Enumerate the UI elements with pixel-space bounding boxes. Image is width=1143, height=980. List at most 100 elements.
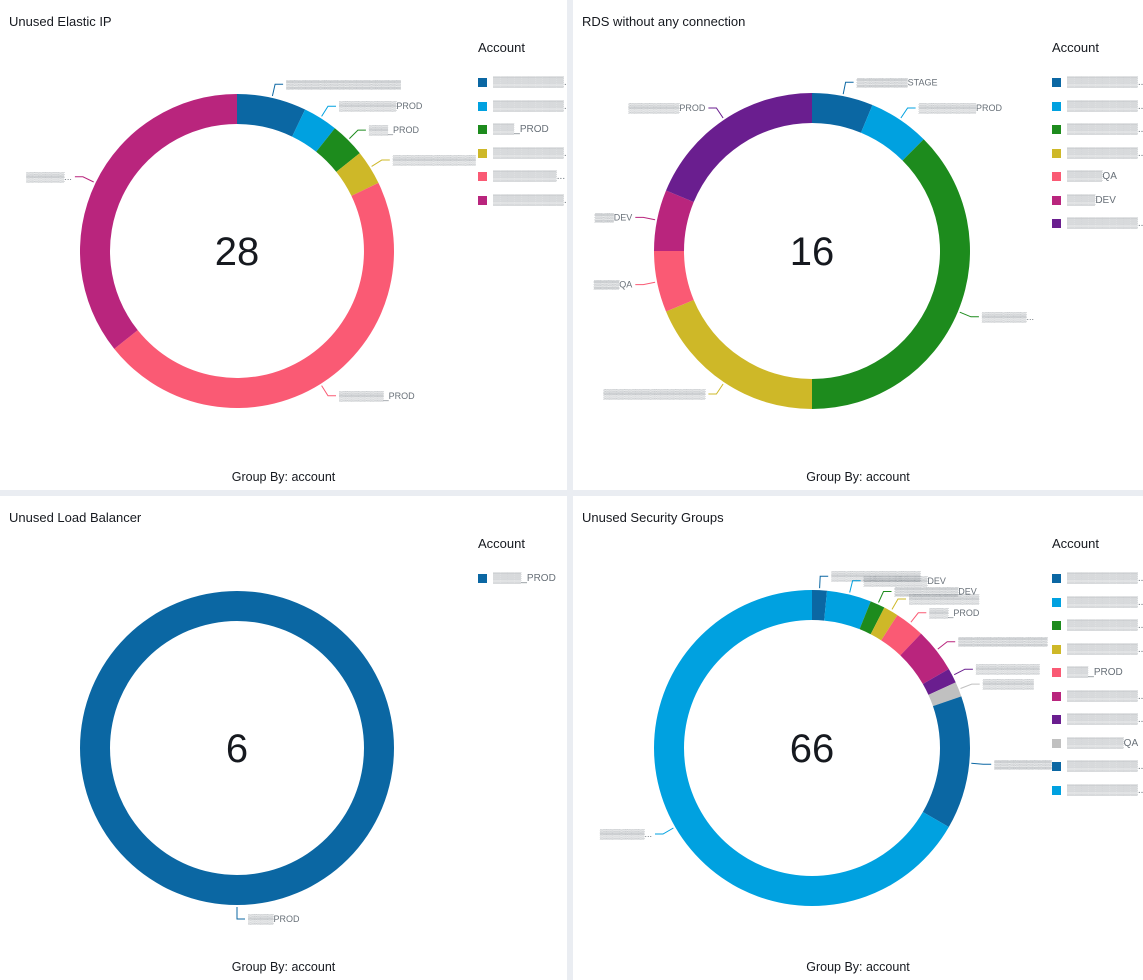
- group-by-label: Group By: account: [231, 470, 336, 484]
- slice-leader-line-9: [655, 827, 674, 835]
- legend-item-2[interactable]: ▒▒▒▒▒▒▒▒▒▒...: [1052, 118, 1143, 142]
- legend-swatch: [1052, 738, 1061, 748]
- donut-slice-0[interactable]: [812, 93, 873, 133]
- donut-slice-1[interactable]: [292, 109, 335, 152]
- legend-swatch: [1052, 574, 1061, 584]
- donut-center-total: 66: [790, 727, 835, 771]
- slice-leader-line-4: [910, 612, 927, 623]
- legend-item-1[interactable]: ▒▒▒▒▒▒▒▒▒▒...: [1052, 95, 1143, 119]
- donut-slice-1[interactable]: [824, 590, 871, 630]
- legend-item-0[interactable]: ▒▒▒▒▒▒▒▒▒▒...: [1052, 71, 1143, 95]
- legend-label: ▒▒▒▒▒▒▒▒▒▒...: [493, 77, 567, 89]
- legend-swatch: [1052, 785, 1061, 795]
- slice-label-6: ▒▒▒▒▒▒▒▒▒▒: [976, 664, 1040, 675]
- legend-items: ▒▒▒▒▒▒▒▒▒▒... ▒▒▒▒▒▒▒▒▒▒... ▒▒▒▒▒▒▒▒▒▒... ▒…: [1052, 71, 1143, 236]
- legend-swatch: [1052, 597, 1061, 607]
- legend-item-2[interactable]: ▒▒▒_PROD: [478, 118, 567, 142]
- legend-label: ▒▒▒▒▒▒▒▒▒▒...: [1067, 784, 1143, 796]
- legend-item-4[interactable]: ▒▒▒_PROD: [1052, 661, 1143, 685]
- legend-item-3[interactable]: ▒▒▒▒▒▒▒▒▒▒...: [1052, 638, 1143, 662]
- legend-item-5[interactable]: ▒▒▒▒▒▒▒▒▒▒...: [1052, 685, 1143, 709]
- slice-leader-line-2: [878, 591, 892, 603]
- slice-label-8: ▒▒▒▒▒▒▒▒▒: [994, 759, 1052, 770]
- slice-label-0: ▒▒▒▒▒▒▒▒▒▒▒▒▒▒: [831, 571, 921, 582]
- legend-item-1[interactable]: ▒▒▒▒▒▒▒▒▒▒...: [1052, 591, 1143, 615]
- donut-slice-8[interactable]: [922, 696, 970, 827]
- legend-item-8[interactable]: ▒▒▒▒▒▒▒▒▒▒...: [1052, 755, 1143, 779]
- slice-label-4: ▒▒▒_PROD: [929, 608, 980, 619]
- slice-label-5: ▒▒▒▒▒▒▒▒▒▒▒▒▒▒: [958, 637, 1048, 648]
- donut-slice-7[interactable]: [928, 682, 962, 707]
- donut-slice-0[interactable]: [812, 590, 828, 621]
- legend-swatch: [1052, 195, 1061, 205]
- legend-label: ▒▒▒▒DEV: [1067, 194, 1116, 206]
- legend-label: ▒▒▒▒▒▒▒▒▒▒...: [1067, 100, 1143, 112]
- slice-leader-line-1: [849, 580, 861, 593]
- legend-swatch: [1052, 762, 1061, 772]
- donut-slice-3[interactable]: [666, 299, 812, 409]
- donut-chart: ▒▒▒▒▒▒▒▒▒▒▒▒▒▒▒▒▒▒▒▒▒▒▒▒DEV▒▒▒▒▒▒▒▒▒▒DEV…: [600, 571, 1052, 906]
- donut-slice-6[interactable]: [666, 93, 812, 203]
- legend-label: ▒▒▒▒▒▒▒▒▒▒...: [1067, 761, 1143, 773]
- legend-item-0[interactable]: ▒▒▒▒_PROD: [478, 567, 556, 591]
- legend-swatch: [478, 148, 487, 158]
- donut-slice-6[interactable]: [922, 669, 956, 695]
- legend-label: ▒▒▒▒▒▒▒▒▒▒...: [493, 100, 567, 112]
- group-by-label: Group By: account: [806, 470, 910, 484]
- legend-label: ▒▒▒_PROD: [1067, 667, 1123, 679]
- legend-swatch: [478, 172, 487, 182]
- legend-swatch: [478, 125, 487, 135]
- donut-slice-4[interactable]: [881, 615, 922, 656]
- legend-label: ▒▒▒▒▒▒▒▒▒▒...: [1067, 124, 1143, 136]
- legend-item-2[interactable]: ▒▒▒▒▒▒▒▒▒▒...: [1052, 614, 1143, 638]
- legend-item-6[interactable]: ▒▒▒▒▒▒▒▒▒▒...: [1052, 212, 1143, 236]
- slice-label-7: ▒▒▒▒▒▒▒▒: [983, 679, 1035, 690]
- slice-leader-line-5: [937, 641, 956, 650]
- donut-slice-4[interactable]: [114, 182, 395, 409]
- legend-swatch: [1052, 621, 1061, 631]
- panel-unused-load-balancer: Unused Load Balancer ▒▒▒▒PROD 6 Account ▒…: [0, 496, 567, 980]
- legend-item-6[interactable]: ▒▒▒▒▒▒▒▒▒▒...: [1052, 708, 1143, 732]
- donut-chart: ▒▒▒▒▒▒▒▒STAGE ▒▒▒▒▒▒▒▒▒PROD ▒▒▒▒▒▒▒... ▒▒▒▒…: [594, 77, 1034, 409]
- legend-swatch: [1052, 691, 1061, 701]
- legend-swatch: [478, 574, 487, 584]
- slice-label-5: ▒▒▒▒▒▒...: [26, 172, 72, 183]
- donut-slice-2[interactable]: [859, 601, 885, 635]
- donut-slice-4[interactable]: [654, 251, 694, 312]
- legend-item-9[interactable]: ▒▒▒▒▒▒▒▒▒▒...: [1052, 779, 1143, 803]
- group-by-label: Group By: account: [231, 960, 336, 974]
- legend-item-3[interactable]: ▒▒▒▒▒▒▒▒▒▒...: [1052, 142, 1143, 166]
- panel-title: RDS without any connection: [582, 14, 746, 29]
- donut-slice-1[interactable]: [860, 105, 924, 161]
- legend: Account ▒▒▒▒▒▒▒▒▒▒... ▒▒▒▒▒▒▒▒▒▒... ▒▒▒▒▒▒…: [1052, 536, 1143, 802]
- donut-slice-5[interactable]: [79, 94, 237, 349]
- legend-item-5[interactable]: ▒▒▒▒DEV: [1052, 189, 1143, 213]
- legend-item-0[interactable]: ▒▒▒▒▒▒▒▒▒▒...: [478, 71, 567, 95]
- slice-leader-line-7: [960, 683, 980, 689]
- legend-item-0[interactable]: ▒▒▒▒▒▒▒▒▒▒...: [1052, 567, 1143, 591]
- donut-slice-2[interactable]: [812, 139, 970, 409]
- slice-label-2: ▒▒▒_PROD: [369, 125, 420, 136]
- legend-item-5[interactable]: ▒▒▒▒▒▒▒▒▒▒...: [478, 189, 567, 213]
- panel-unused-security-groups: Unused Security Groups ▒▒▒▒▒▒▒▒▒▒▒▒▒▒ ▒▒▒…: [573, 496, 1143, 980]
- donut-slice-3[interactable]: [870, 607, 898, 641]
- legend-item-4[interactable]: ▒▒▒▒▒QA: [1052, 165, 1143, 189]
- legend-label: ▒▒▒▒▒▒▒▒▒▒...: [1067, 77, 1143, 89]
- donut-slice-0[interactable]: [237, 94, 306, 137]
- slice-leader-line-2: [349, 129, 366, 139]
- slice-leader-line-5: [74, 176, 94, 183]
- legend-swatch: [1052, 172, 1061, 182]
- donut-slice-5[interactable]: [900, 633, 949, 684]
- legend-item-7[interactable]: ▒▒▒▒▒▒▒▒QA: [1052, 732, 1143, 756]
- donut-slice-5[interactable]: [654, 190, 694, 251]
- legend-swatch: [478, 78, 487, 88]
- legend-item-3[interactable]: ▒▒▒▒▒▒▒▒▒▒...: [478, 142, 567, 166]
- donut-slice-2[interactable]: [316, 128, 360, 172]
- legend-items: ▒▒▒▒▒▒▒▒▒▒... ▒▒▒▒▒▒▒▒▒▒... ▒▒▒_PROD ▒▒▒▒▒▒…: [478, 71, 567, 212]
- legend-item-1[interactable]: ▒▒▒▒▒▒▒▒▒▒...: [478, 95, 567, 119]
- donut-chart: ▒▒▒▒▒▒▒▒▒▒▒▒▒▒▒▒▒▒ ▒▒▒▒▒▒▒▒▒PROD ▒▒▒_PROD ▒…: [26, 79, 476, 409]
- legend-item-4[interactable]: ▒▒▒▒▒▒▒▒▒...: [478, 165, 567, 189]
- legend-swatch: [1052, 644, 1061, 654]
- donut-slice-3[interactable]: [336, 153, 379, 196]
- legend-title: Account: [1052, 40, 1099, 55]
